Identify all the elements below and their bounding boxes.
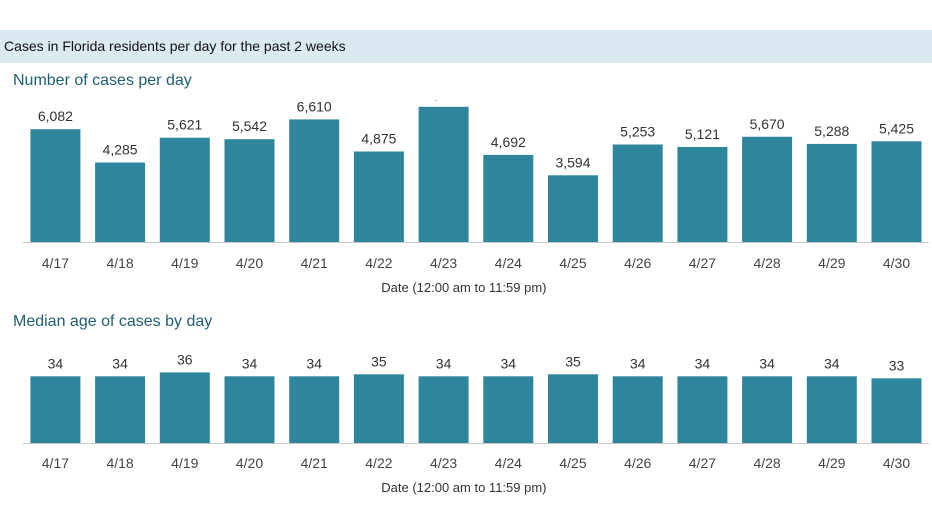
age-tick-label-12: 4/29 [818,455,845,471]
age-tick-label-5: 4/22 [365,455,392,471]
median-age-chart-title: Median age of cases by day [13,313,213,330]
age-tick-label-9: 4/26 [624,455,651,471]
age-tick-label-11: 4/28 [753,455,780,471]
median-age-chart: 34 4/17 34 4/18 36 4/19 34 4/20 34 4/21 35 4/22 34 4/… [23,351,929,495]
age-bar-11 [742,376,793,443]
age-bar-10 [677,376,728,443]
age-bar-12 [806,376,857,443]
cases-tick-label-12: 4/29 [818,255,845,271]
age-bar-7 [483,376,534,443]
cases-x-axis-label: Date (12:00 am to 11:59 pm) [381,280,546,295]
age-tick-label-0: 4/17 [42,455,69,471]
age-bar-2 [159,372,210,443]
age-tick-label-3: 4/20 [236,455,263,471]
cases-tick-label-4: 4/21 [301,255,328,271]
header-banner: Cases in Florida residents per day for t… [0,30,932,63]
cases-tick-label-9: 4/26 [624,255,651,271]
age-value-label-10: 34 [695,355,711,371]
cases-bar-10 [677,147,728,242]
age-tick-label-8: 4/25 [559,455,586,471]
age-value-label-12: 34 [824,355,840,371]
cases-bar-5 [353,151,404,242]
cases-bar-11 [742,136,793,242]
cases-value-label-6: 7,286 [426,100,461,102]
age-tick-label-10: 4/27 [689,455,716,471]
cases-bar-12 [806,143,857,242]
age-value-label-6: 34 [436,355,452,371]
cases-bar-8 [548,175,598,242]
age-bar-1 [95,376,146,443]
age-value-label-4: 34 [306,355,322,371]
age-bar-13 [871,378,922,443]
age-bar-9 [612,376,663,443]
cases-bar-3 [224,139,275,242]
cases-bar-9 [612,144,663,242]
cases-value-label-5: 4,875 [361,131,396,147]
banner-title: Cases in Florida residents per day for t… [4,38,346,54]
cases-bar-6 [418,106,469,242]
cases-tick-label-0: 4/17 [42,255,69,271]
cases-tick-label-11: 4/28 [753,255,780,271]
age-value-label-5: 35 [371,353,387,369]
cases-tick-label-2: 4/19 [171,255,198,271]
age-x-axis-label: Date (12:00 am to 11:59 pm) [381,480,546,495]
cases-value-label-8: 3,594 [555,154,590,170]
cases-bar-0 [30,129,81,242]
cases-value-label-13: 5,425 [879,120,914,136]
cases-value-label-3: 5,542 [232,118,267,134]
cases-bar-7 [483,154,534,242]
cases-value-label-7: 4,692 [491,134,526,150]
age-bar-4 [289,376,340,443]
age-value-label-3: 34 [242,355,258,371]
cases-bar-13 [871,141,922,242]
cases-bar-2 [159,137,210,242]
age-tick-label-1: 4/18 [106,455,133,471]
cases-value-label-4: 6,610 [297,100,332,114]
cases-per-day-chart: 6,082 4/17 4,285 4/18 5,621 4/19 5,542 4/20 6,61… [23,100,929,295]
cases-tick-label-5: 4/22 [365,255,392,271]
age-value-label-2: 36 [177,351,193,367]
cases-value-label-1: 4,285 [103,142,138,158]
cases-value-label-2: 5,621 [167,117,202,133]
age-tick-label-4: 4/21 [301,455,328,471]
cases-value-label-11: 5,670 [750,116,785,132]
age-bar-0 [30,376,81,443]
cases-tick-label-10: 4/27 [689,255,716,271]
age-bar-8 [548,374,598,443]
age-value-label-1: 34 [112,355,128,371]
age-value-label-11: 34 [759,355,775,371]
cases-chart-title: Number of cases per day [13,72,192,89]
cases-tick-label-6: 4/23 [430,255,457,271]
age-bar-6 [418,376,469,443]
age-value-label-8: 35 [565,353,581,369]
cases-tick-label-13: 4/30 [883,255,910,271]
age-tick-label-7: 4/24 [495,455,522,471]
cases-bar-1 [95,162,146,242]
cases-tick-label-8: 4/25 [559,255,586,271]
cases-tick-label-3: 4/20 [236,255,263,271]
cases-value-label-9: 5,253 [620,124,655,140]
cases-tick-label-1: 4/18 [106,255,133,271]
cases-bar-4 [289,119,340,242]
age-value-label-13: 33 [889,357,905,373]
age-tick-label-6: 4/23 [430,455,457,471]
age-bar-5 [353,374,404,443]
age-tick-label-13: 4/30 [883,455,910,471]
age-tick-label-2: 4/19 [171,455,198,471]
age-value-label-9: 34 [630,355,646,371]
cases-value-label-12: 5,288 [814,123,849,139]
cases-tick-label-7: 4/24 [495,255,522,271]
age-bar-3 [224,376,275,443]
cases-value-label-10: 5,121 [685,126,720,142]
age-value-label-7: 34 [501,355,517,371]
age-value-label-0: 34 [48,355,64,371]
cases-value-label-0: 6,082 [38,108,73,124]
